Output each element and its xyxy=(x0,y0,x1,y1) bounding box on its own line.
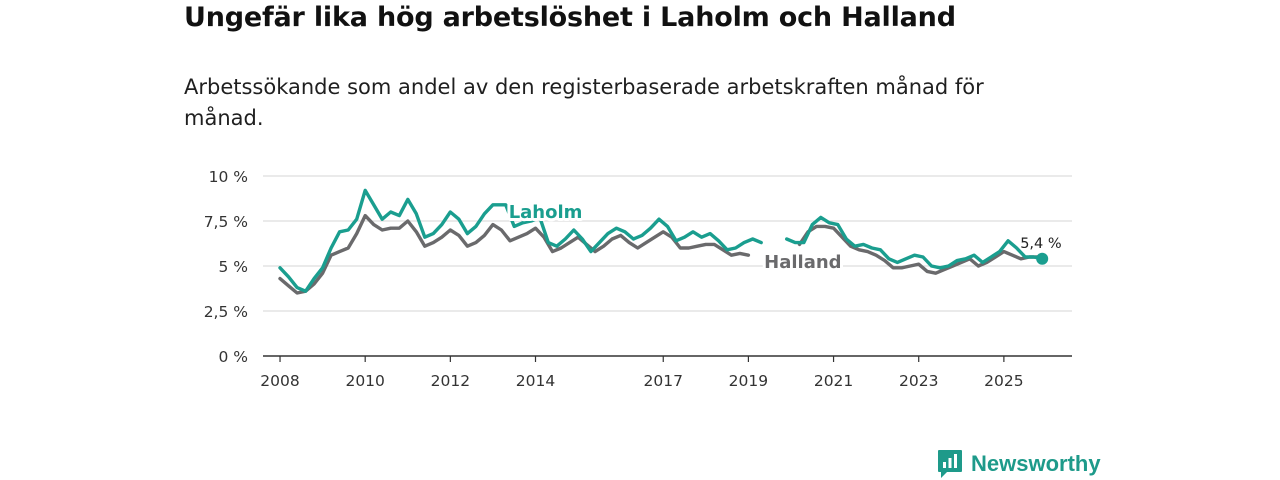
series-label-halo: Laholm xyxy=(509,202,583,223)
series-line-laholm xyxy=(278,188,1044,293)
y-tick-label: 0 % xyxy=(218,348,248,366)
x-tick-label: 2010 xyxy=(345,372,384,390)
y-tick-label: 5 % xyxy=(218,258,248,276)
series-label-laholm: Laholm xyxy=(509,202,583,223)
series-label-halo: Halland xyxy=(764,252,841,273)
newsworthy-logo-icon xyxy=(938,450,962,478)
x-tick-label: 2023 xyxy=(899,372,938,390)
grid-lines xyxy=(263,175,1072,312)
x-tick-label: 2019 xyxy=(729,372,768,390)
series-lines xyxy=(278,188,1044,295)
x-tick-label: 2014 xyxy=(516,372,555,390)
series-line-halland xyxy=(278,213,1040,295)
x-tick-label: 2012 xyxy=(431,372,470,390)
chart-subtitle: Arbetssökande som andel av den registerb… xyxy=(184,75,984,130)
brand-name: Newsworthy xyxy=(971,451,1101,476)
end-point-marker xyxy=(1036,252,1049,265)
x-tick-label: 2017 xyxy=(644,372,683,390)
y-tick-label: 2,5 % xyxy=(204,303,248,321)
chart-title: Ungefär lika hög arbetslöshet i Laholm o… xyxy=(184,2,956,33)
brand-logo[interactable]: Newsworthy xyxy=(937,449,1101,479)
x-axis-ticks: 2008 2010 2012 2014 2017 2019 2021 2023 2025 xyxy=(260,356,1024,390)
x-tick-label: 2021 xyxy=(814,372,853,390)
end-value-label: 5,4 % xyxy=(1020,236,1061,252)
series-label-halland: Halland xyxy=(764,252,841,273)
x-tick-label: 2008 xyxy=(260,372,299,390)
y-axis-ticks: 10 % 7,5 % 5 % 2,5 % 0 % xyxy=(204,168,248,366)
y-tick-label: 7,5 % xyxy=(204,213,248,231)
x-tick-label: 2025 xyxy=(984,372,1023,390)
y-tick-label: 10 % xyxy=(209,168,248,186)
